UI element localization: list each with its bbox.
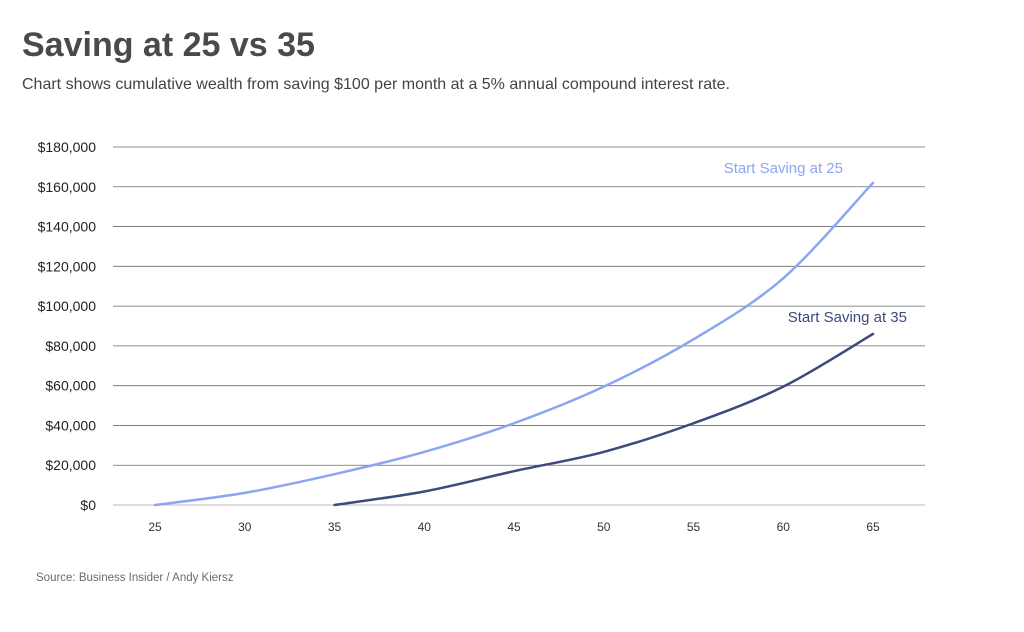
x-tick-label: 50 [597,520,611,534]
x-tick-label: 65 [866,520,880,534]
x-tick-label: 45 [507,520,521,534]
y-tick-label: $180,000 [38,139,97,155]
x-tick-label: 35 [328,520,342,534]
series-line-start-35 [333,332,875,507]
y-tick-label: $40,000 [45,417,96,433]
chart-subtitle: Chart shows cumulative wealth from savin… [22,76,730,93]
y-tick-label: $0 [80,497,96,513]
y-tick-label: $80,000 [45,338,96,354]
y-tick-label: $20,000 [45,457,96,473]
y-tick-label: $140,000 [38,219,97,235]
x-axis-ticks: 25 30 35 40 45 50 55 60 65 [148,520,880,534]
series-labels: Start Saving at 25 Start Saving at 35 [724,160,907,326]
x-tick-label: 25 [148,520,162,534]
y-axis-ticks: $0 $20,000 $40,000 $60,000 $80,000 $100,000 $1… [38,139,97,513]
series-lines [153,181,875,507]
grid-lines [113,146,925,506]
x-tick-label: 30 [238,520,252,534]
source-note: Source: Business Insider / Andy Kiersz [36,572,234,584]
chart-title: Saving at 25 vs 35 [22,26,315,64]
x-tick-label: 60 [777,520,791,534]
series-label-start-25: Start Saving at 25 [724,160,843,177]
y-tick-label: $160,000 [38,179,97,195]
y-tick-label: $100,000 [38,298,97,314]
y-tick-label: $120,000 [38,258,97,274]
series-label-start-35: Start Saving at 35 [788,309,907,326]
x-tick-label: 40 [418,520,432,534]
series-line-start-25 [153,181,875,507]
y-tick-label: $60,000 [45,378,96,394]
x-tick-label: 55 [687,520,701,534]
